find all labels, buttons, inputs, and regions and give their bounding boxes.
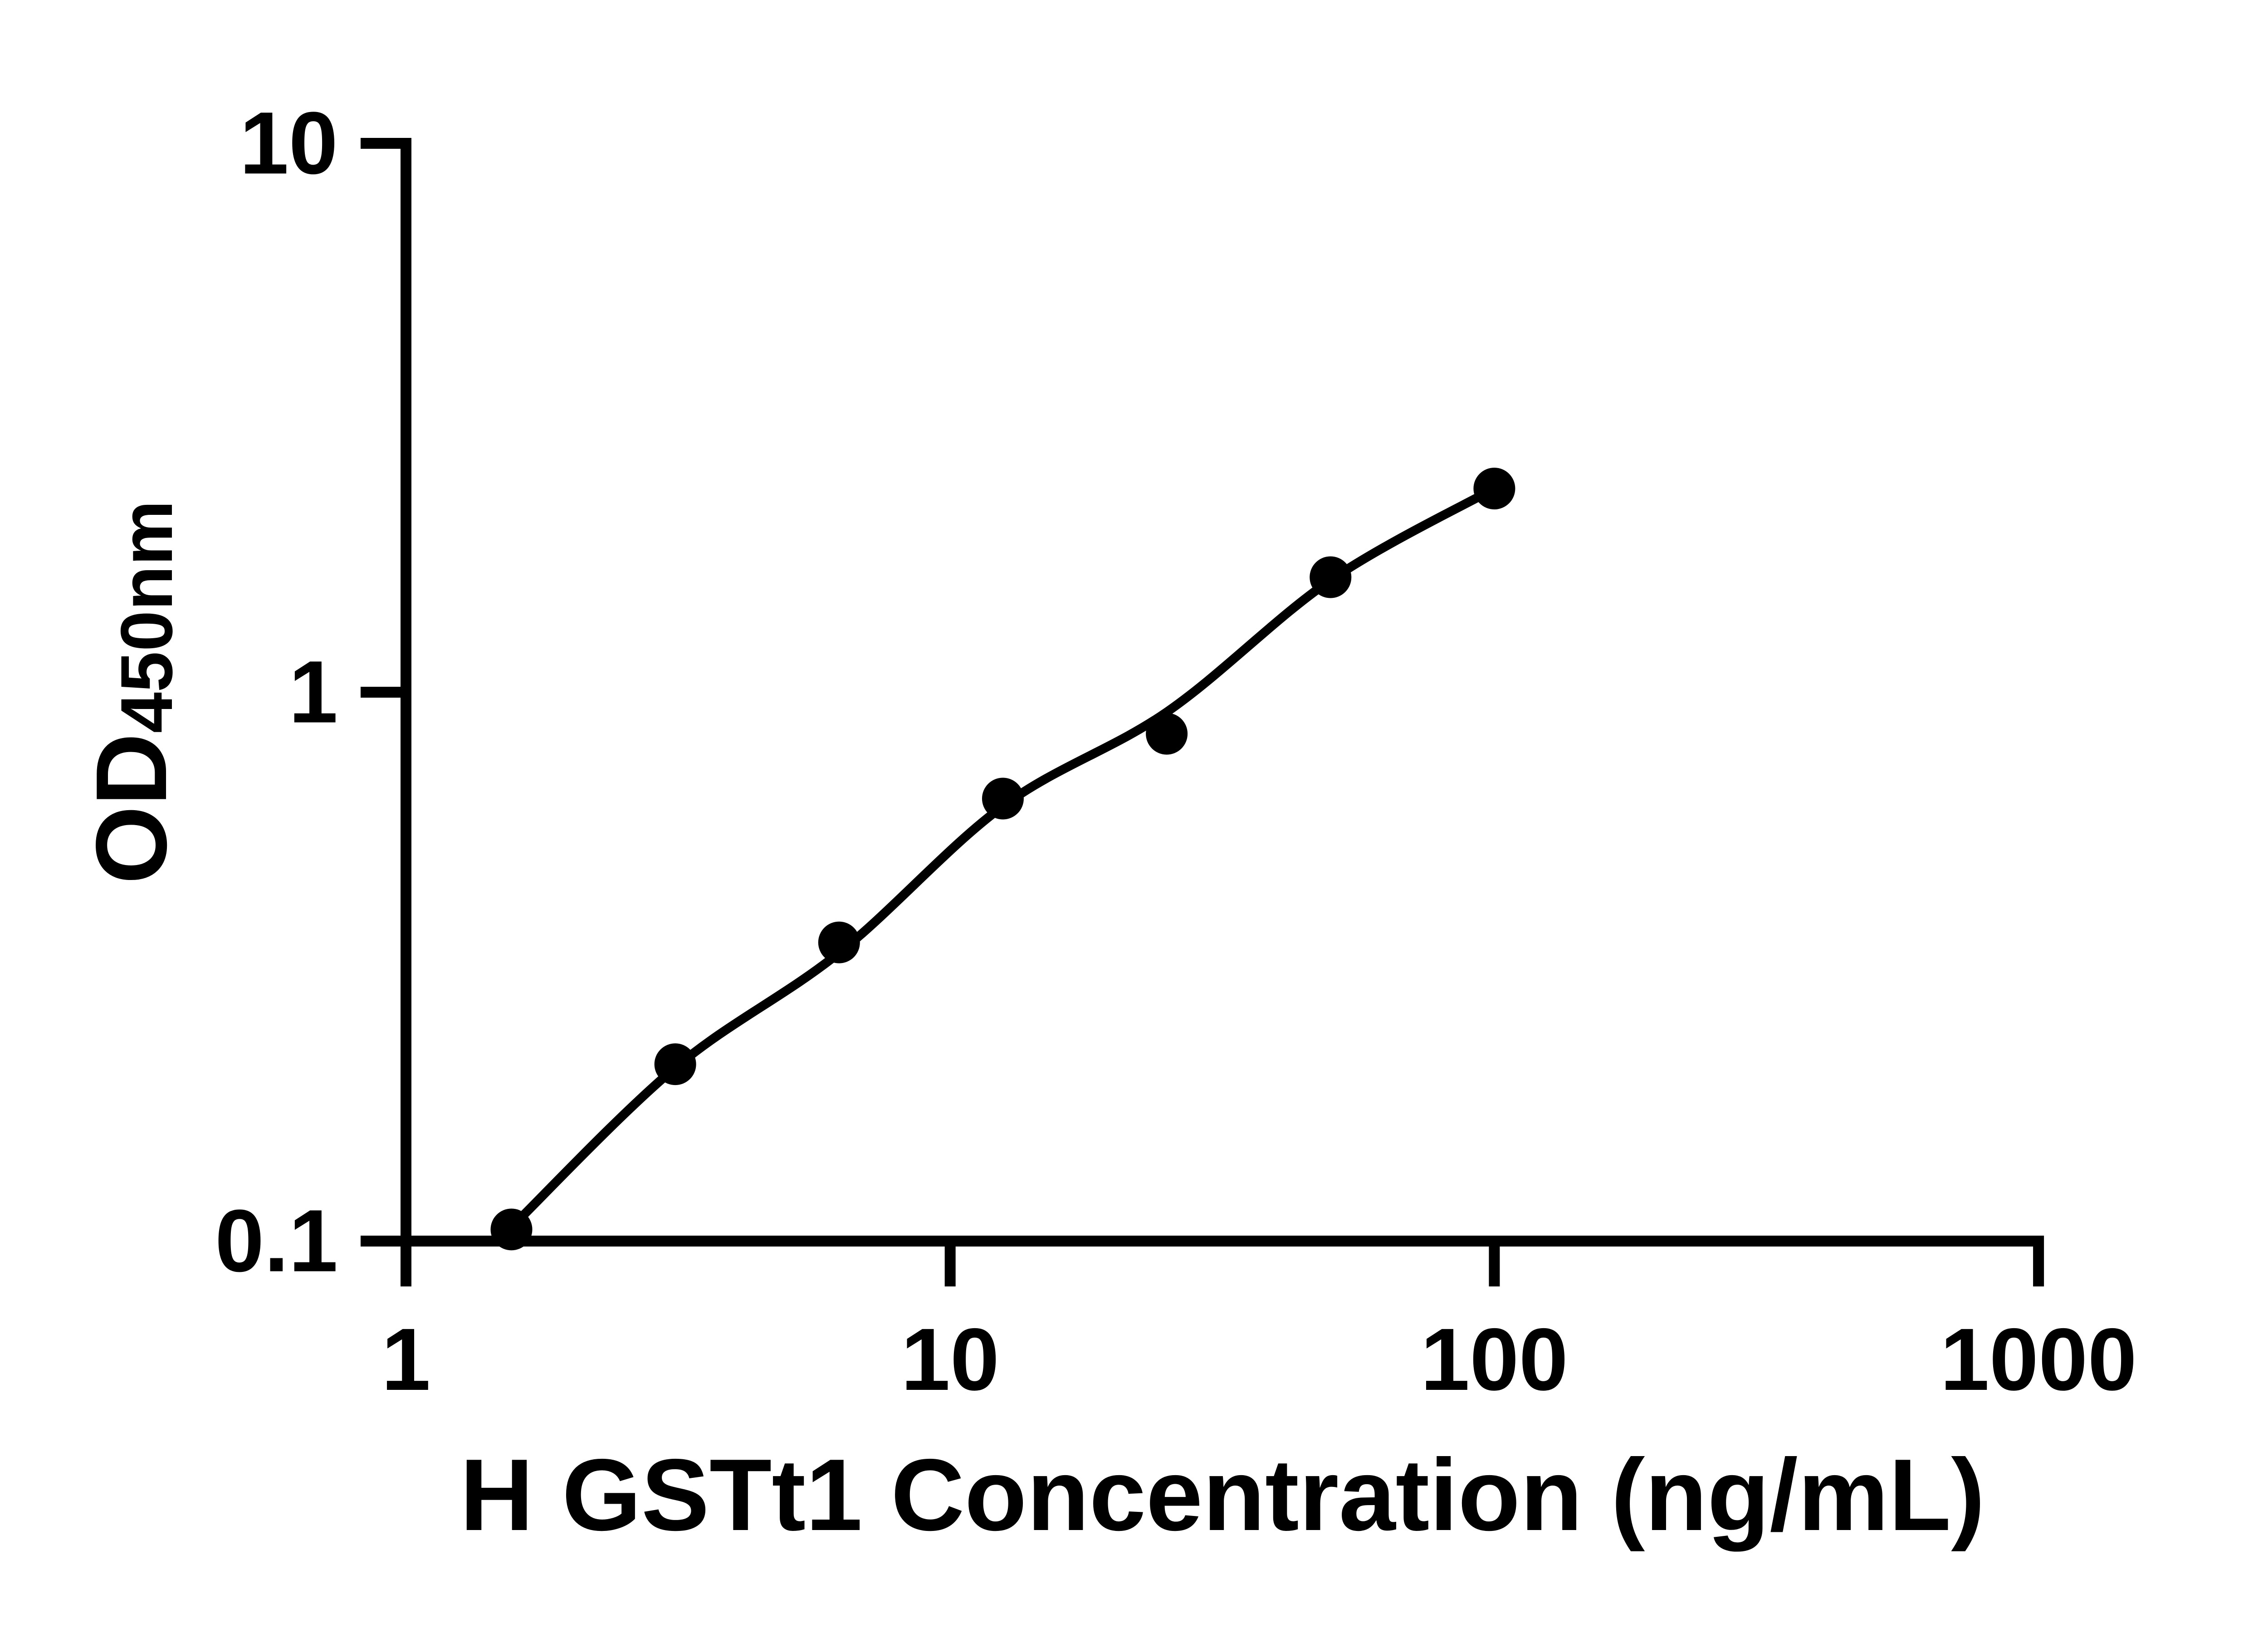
y-axis-title: OD450nm: [75, 500, 197, 884]
y-axis-line: [361, 138, 411, 1247]
x-tick-label-1000: 1000: [1940, 1310, 2137, 1409]
data-point: [654, 1043, 696, 1085]
x-tick-label-100: 100: [1420, 1310, 1569, 1409]
data-point: [1473, 468, 1515, 510]
y-axis-title-subscript: 450nm: [105, 500, 188, 733]
y-axis-title-main: OD: [75, 733, 188, 885]
data-point: [1146, 713, 1188, 755]
y-tick-label-1: 1: [288, 642, 338, 742]
data-point: [982, 777, 1024, 820]
x-tick-label-10: 10: [901, 1310, 1000, 1409]
y-tick-label-0.1: 0.1: [215, 1191, 338, 1291]
fitted-curve: [508, 484, 1497, 1231]
x-axis-line: [401, 1236, 2044, 1286]
data-point: [818, 921, 860, 963]
y-tick-label-10: 10: [240, 93, 338, 193]
x-tick-label-1: 1: [381, 1310, 431, 1409]
x-axis-title: H GSTt1 Concentration (ng/mL): [459, 1437, 1985, 1552]
data-point: [1310, 556, 1352, 598]
data-point: [490, 1208, 533, 1251]
